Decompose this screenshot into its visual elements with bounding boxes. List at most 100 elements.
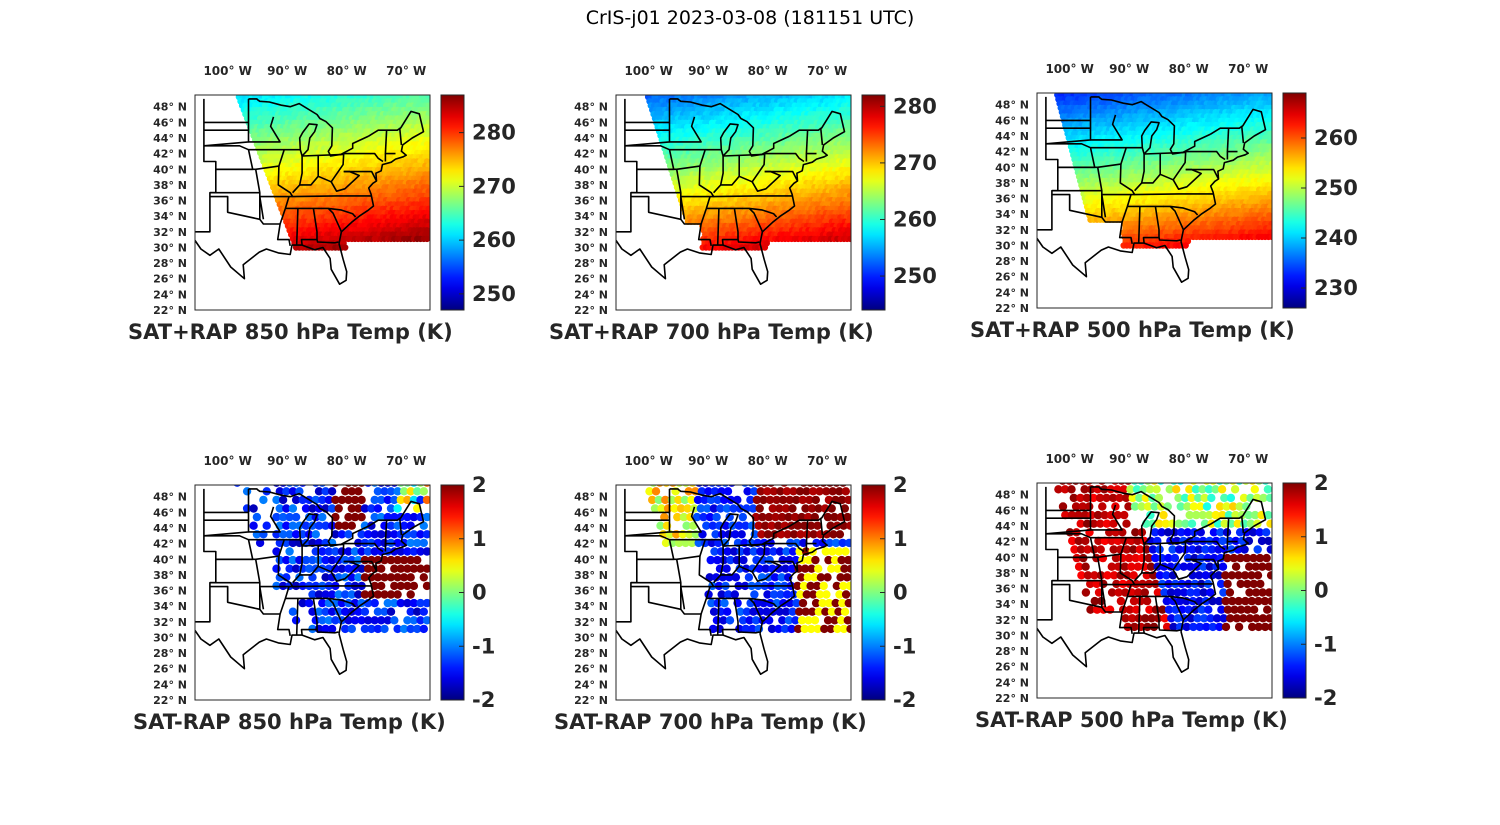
data-points-layer (1053, 93, 1272, 249)
x-tick-label: 70° W (807, 64, 847, 78)
y-tick-label: 42° N (574, 148, 608, 161)
panel-sat-rap-850: 100° W 90° W 80° W 70° W 48° N 46° N 44° N 42° … (120, 55, 540, 365)
border-line (384, 130, 388, 154)
border-line (624, 129, 671, 147)
border-line (680, 218, 712, 247)
border-line (819, 127, 824, 146)
border-line (742, 207, 778, 218)
border-line (737, 239, 760, 244)
figure-title: CrIS-j01 2023-03-08 (181151 UTC) (585, 7, 915, 29)
y-tick-label: 26° N (153, 273, 187, 286)
border-line (343, 170, 378, 182)
y-tick-label: 48° N (574, 101, 608, 114)
y-tick-label: 32° N (574, 226, 608, 239)
colorbar-tick-label: 260 (893, 208, 937, 232)
border-line (259, 218, 291, 247)
border-line (680, 166, 715, 198)
panel-sat-rap-500: 100° W 90° W 80° W 70° W 48° N 46° N 44° N 42° … (962, 53, 1382, 363)
x-tick-label: 80° W (748, 64, 788, 78)
border-line (805, 130, 809, 154)
border-line (285, 207, 322, 210)
y-tick-label: 24° N (574, 288, 608, 301)
y-tick-label: 48° N (153, 101, 187, 114)
border-line (748, 207, 764, 233)
border-line (209, 191, 261, 221)
y-tick-label: 44° N (153, 132, 187, 145)
map-plot-svg: 100° W 90° W 80° W 70° W 48° N 46° N 44° N 42° … (574, 64, 937, 317)
border-line (680, 196, 686, 220)
y-tick-label: 44° N (574, 132, 608, 145)
border-line (203, 129, 250, 147)
border-line (279, 196, 290, 225)
border-line (713, 195, 793, 198)
y-tick-label: 42° N (153, 148, 187, 161)
border-line (338, 110, 425, 244)
y-tick-label: 26° N (574, 273, 608, 286)
x-tick-label: 90° W (267, 64, 307, 78)
border-line (248, 148, 285, 171)
border-line (343, 152, 384, 163)
data-point (761, 244, 769, 251)
colorbar-tick-label: 250 (472, 282, 516, 306)
colorbar-tick-label: 260 (472, 228, 516, 252)
state-borders (195, 98, 425, 285)
y-tick-label: 40° N (574, 163, 608, 176)
map-frame (615, 94, 852, 311)
y-tick-label: 40° N (153, 163, 187, 176)
y-tick-label: 46° N (574, 116, 608, 129)
border-line (759, 110, 846, 244)
border-line (616, 98, 638, 233)
border-line (317, 153, 345, 183)
data-point (342, 244, 349, 251)
border-line (195, 238, 348, 285)
border-line (713, 156, 724, 194)
x-tick-label: 100° W (203, 64, 251, 78)
border-line (195, 98, 217, 233)
map-plot-svg: 100° W 90° W 80° W 70° W 48° N 46° N 44° N 42° … (153, 64, 516, 317)
y-tick-label: 34° N (153, 210, 187, 223)
colorbar-tick-label: 280 (893, 94, 937, 118)
border-line (298, 123, 318, 157)
border-line (719, 123, 739, 157)
map-plot-svg: 100° W 90° W 80° W 70° W48° N46° N44° N42° … (995, 62, 1358, 315)
y-tick-label: 30° N (153, 242, 187, 255)
data-point (423, 235, 430, 243)
border-line (630, 191, 682, 221)
y-tick-label: 36° N (153, 195, 187, 208)
y-tick-label: 28° N (153, 257, 187, 270)
panel-sat-rap-700: 100° W 90° W 80° W 70° W 48° N 46° N 44° N 42° … (541, 55, 961, 365)
panel-title: SAT+RAP 700 hPa Temp (K) (549, 320, 874, 344)
border-line (764, 170, 799, 182)
border-line (700, 196, 711, 225)
x-tick-label: 70° W (386, 64, 426, 78)
border-line (292, 195, 372, 198)
y-tick-label: 28° N (574, 257, 608, 270)
border-line (669, 148, 706, 171)
y-tick-label: 24° N (153, 288, 187, 301)
border-line (295, 208, 299, 246)
border-line (706, 207, 743, 210)
data-points-layer (234, 95, 430, 251)
y-tick-label: 22° N (153, 304, 187, 317)
x-tick-label: 90° W (688, 64, 728, 78)
colorbar-tick-label: 270 (472, 174, 516, 198)
x-tick-label: 80° W (327, 64, 367, 78)
x-tick-label: 100° W (624, 64, 672, 78)
colorbar-tick-label: 250 (893, 264, 937, 288)
border-line (248, 116, 281, 143)
y-tick-label: 38° N (153, 179, 187, 192)
border-line (669, 116, 702, 143)
map-frame (194, 94, 431, 311)
border-line (384, 152, 396, 162)
colorbar-tick-label: 280 (472, 121, 516, 145)
colorbar (440, 94, 465, 311)
border-line (259, 166, 294, 198)
border-line (616, 238, 769, 285)
colorbar-tick-label: 270 (893, 151, 937, 175)
y-tick-label: 46° N (153, 116, 187, 129)
y-tick-label: 22° N (574, 304, 608, 317)
border-line (316, 239, 339, 244)
border-line (215, 168, 261, 193)
state-borders (616, 98, 846, 285)
border-line (327, 207, 343, 233)
